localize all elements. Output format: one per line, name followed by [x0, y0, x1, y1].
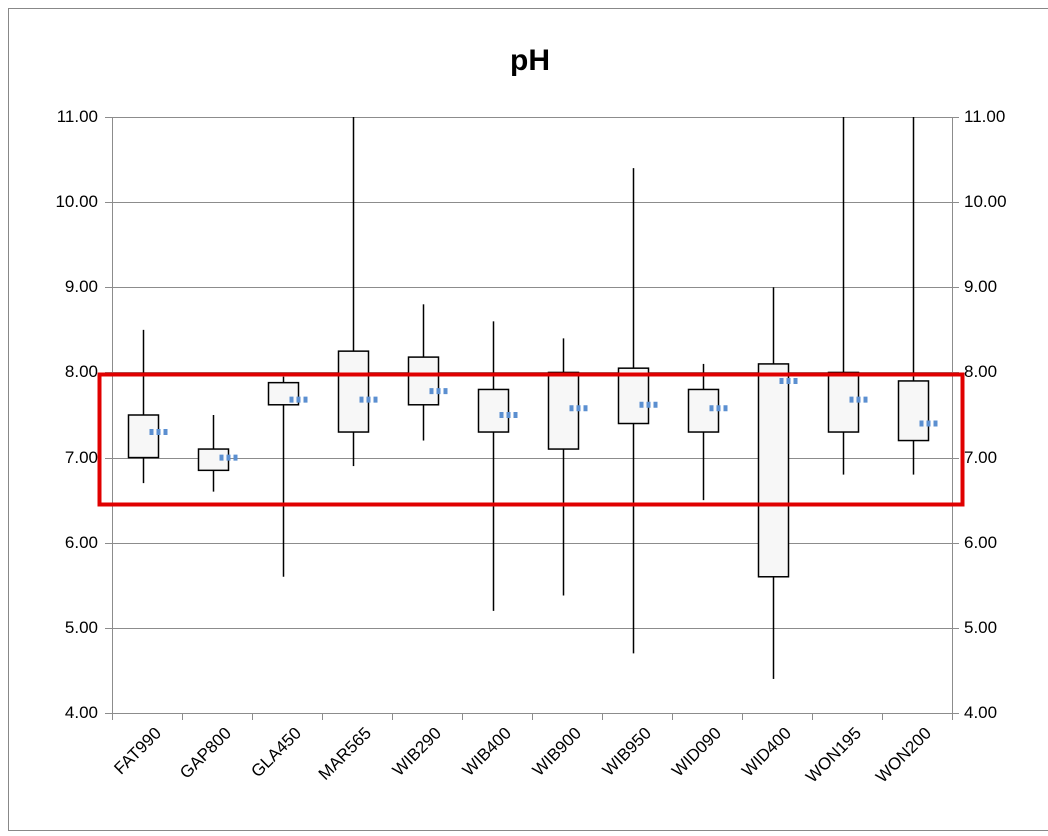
box	[267, 381, 300, 406]
chart-frame	[8, 8, 1048, 831]
y2-tick-label: 5.00	[964, 618, 997, 637]
box	[827, 371, 860, 433]
chart-title: pH	[510, 44, 550, 77]
y-tick-label: 10.00	[55, 192, 98, 211]
y-tick-label: 4.00	[65, 703, 98, 722]
y2-tick-label: 8.00	[964, 362, 997, 381]
box	[127, 414, 160, 459]
box	[757, 363, 790, 578]
y2-tick-label: 9.00	[964, 277, 997, 296]
y-tick-label: 9.00	[65, 277, 98, 296]
box	[897, 380, 930, 442]
y-tick-label: 7.00	[65, 448, 98, 467]
box	[337, 350, 370, 433]
y-tick-label: 5.00	[65, 618, 98, 637]
y2-tick-label: 11.00	[964, 107, 1005, 126]
box	[687, 388, 720, 433]
highlight-box	[97, 372, 965, 507]
y-tick-label: 8.00	[65, 362, 98, 381]
y-tick-label: 6.00	[65, 533, 98, 552]
y2-tick-label: 4.00	[964, 703, 997, 722]
y2-tick-label: 10.00	[964, 192, 1007, 211]
box	[197, 448, 230, 472]
box	[407, 356, 440, 406]
box	[617, 367, 650, 425]
y-tick-label: 11.00	[57, 107, 98, 126]
box	[547, 371, 580, 450]
box	[477, 388, 510, 433]
y2-tick-label: 7.00	[964, 448, 997, 467]
y2-tick-label: 6.00	[964, 533, 997, 552]
